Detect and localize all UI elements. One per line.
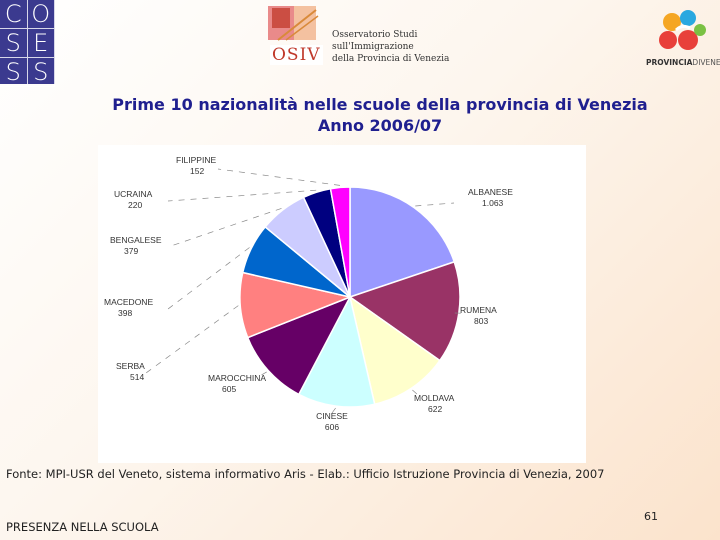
slice-label-value: 220 — [128, 200, 142, 210]
slice-label-name: FILIPPINE — [176, 155, 216, 165]
leader-line — [331, 407, 336, 414]
pie-slice-moldava — [348, 295, 441, 406]
leader-line — [167, 189, 317, 202]
slice-label-value: 605 — [222, 384, 236, 394]
osiv-name: Osservatorio Studi sull'Immigrazione del… — [332, 29, 449, 65]
coses-letter: E — [27, 29, 55, 58]
slice-label-name: SERBA — [116, 361, 145, 371]
source-note: Fonte: MPI-USR del Veneto, sistema infor… — [6, 467, 605, 481]
slice-label-value: 1.063 — [482, 198, 504, 208]
slice-label-name: MACEDONE — [104, 297, 153, 307]
page-number: 61 — [644, 510, 658, 523]
pie-slice-marocchina — [246, 295, 352, 396]
slice-label-value: 622 — [428, 404, 442, 414]
provincia-word-bold: PROVINCIA — [646, 58, 693, 67]
provincia-mark-icon — [659, 10, 706, 50]
page-title: Prime 10 nazionalità nelle scuole della … — [112, 95, 648, 114]
leader-line — [145, 305, 239, 374]
slice-label-value: 398 — [118, 308, 132, 318]
slice-label-value: 606 — [325, 422, 339, 432]
osiv-name-line: sull'Immigrazione — [332, 42, 414, 52]
leader-line — [167, 247, 250, 310]
slice-label-name: ALBANESE — [468, 187, 513, 197]
provincia-word-thin: DIVENEZIA — [692, 58, 720, 67]
leader-line — [412, 389, 419, 396]
footer-label: PRESENZA NELLA SCUOLA — [6, 520, 159, 534]
slice-label-name: MAROCCHINA — [208, 373, 266, 383]
coses-letter: O — [27, 0, 55, 29]
leader-line — [217, 168, 341, 186]
coses-letter: C — [0, 0, 28, 29]
pie-slice-cinese — [297, 294, 376, 408]
slice-label-name: BENGALESE — [110, 235, 162, 245]
osiv-name-line: Osservatorio Studi — [332, 30, 418, 40]
leader-line — [257, 371, 267, 378]
slice-label-value: 514 — [130, 372, 144, 382]
coses-logo: C O S E S S — [0, 0, 55, 87]
pie-chart: ALBANESE 1.063 RUMENA 803 MOLDAVA 622 CINESE 60… — [98, 145, 586, 463]
pie-chart-svg: ALBANESE1.063RUMENA803MOLDAVA622CINESE60… — [104, 155, 513, 432]
pie-slice-albanese — [349, 186, 456, 299]
provincia-logo: PROVINCIADIVENEZIA — [646, 2, 720, 70]
slice-label-name: RUMENA — [460, 305, 497, 315]
leader-line — [415, 202, 455, 207]
slice-label-name: MOLDAVA — [414, 393, 455, 403]
osiv-logo: OSIV Osservatorio Studi sull'Immigrazion… — [262, 2, 452, 72]
page-subtitle: Anno 2006/07 — [317, 116, 443, 135]
leader-line — [167, 208, 282, 248]
slice-label-value: 152 — [190, 166, 204, 176]
slice-label-value: 803 — [474, 316, 488, 326]
slice-label-name: UCRAINA — [114, 189, 153, 199]
coses-letter: S — [0, 58, 28, 87]
slice-label-value: 379 — [124, 246, 138, 256]
slice-label-name: CINESE — [316, 411, 348, 421]
osiv-wordmark: OSIV — [270, 45, 323, 65]
osiv-mark-icon — [268, 6, 319, 41]
provincia-wordmark: PROVINCIADIVENEZIA — [646, 58, 720, 67]
coses-letter: S — [27, 58, 55, 87]
pie-slice-filippine — [329, 186, 351, 298]
osiv-name-line: della Provincia di Venezia — [332, 54, 450, 64]
coses-letter: S — [0, 29, 28, 58]
